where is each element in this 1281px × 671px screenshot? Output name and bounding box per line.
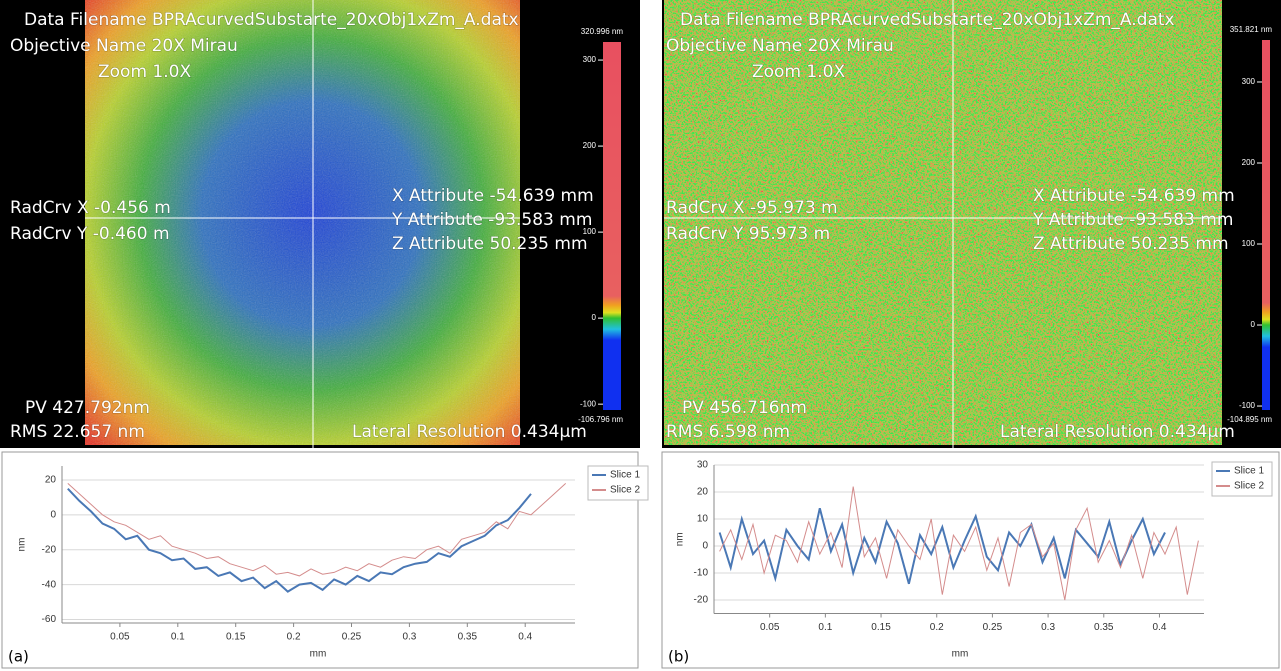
x-axis-label: mm xyxy=(310,649,327,660)
colorbar-tick-label: 300 xyxy=(1242,77,1256,86)
colorbar-min: -104.895 nm xyxy=(1227,415,1272,424)
x-tick-label: 0.25 xyxy=(342,632,362,643)
map-annotation: Y Attribute -93.583 mm xyxy=(391,210,592,230)
colorbar-max: 351.821 nm xyxy=(1230,25,1273,34)
x-tick-label: 0.05 xyxy=(760,622,780,633)
panel-label: (a) xyxy=(8,648,29,666)
x-tick-label: 0.3 xyxy=(402,632,416,643)
colorbar-tick-label: -100 xyxy=(580,399,597,408)
y-tick-label: -60 xyxy=(42,614,57,625)
legend-box xyxy=(1211,461,1273,497)
colorbar-tick-label: 300 xyxy=(583,55,597,64)
colorbar-tick-label: 100 xyxy=(1242,239,1256,248)
map-annotation: RadCrv Y -0.460 m xyxy=(10,224,170,244)
y-tick-label: 20 xyxy=(697,487,709,498)
legend-label: Slice 2 xyxy=(1234,481,1264,492)
colorbar xyxy=(603,42,621,410)
y-tick-label: -10 xyxy=(694,568,709,579)
legend-label: Slice 1 xyxy=(1234,466,1264,477)
x-tick-label: 0.3 xyxy=(1041,622,1055,633)
x-tick-label: 0.4 xyxy=(518,632,532,643)
map-annotation: PV 456.716nm xyxy=(682,398,807,418)
legend-label: Slice 1 xyxy=(610,470,640,481)
map-annotation: Z Attribute 50.235 mm xyxy=(1033,234,1229,254)
map-annotation: Objective Name 20X Mirau xyxy=(10,36,238,56)
map-annotation: Data Filename BPRAcurvedSubstarte_20xObj… xyxy=(24,10,519,30)
profile-frame xyxy=(1,451,639,669)
map-annotation: RadCrv X -95.973 m xyxy=(666,198,838,218)
y-tick-label: 10 xyxy=(697,514,709,525)
profile-line xyxy=(67,488,532,593)
panel-label: (b) xyxy=(668,648,689,666)
map-annotation: RMS 6.598 nm xyxy=(666,422,790,442)
map-annotation: Z Attribute 50.235 mm xyxy=(392,234,588,254)
colorbar-max: 320.996 nm xyxy=(581,27,624,36)
x-tick-label: 0.05 xyxy=(110,632,130,643)
profile-line xyxy=(718,507,1166,585)
x-tick-label: 0.2 xyxy=(287,632,301,643)
y-tick-label: 30 xyxy=(697,460,709,471)
y-tick-label: 20 xyxy=(45,475,57,486)
colorbar-tick-label: 100 xyxy=(583,227,597,236)
colorbar-min: -106.796 nm xyxy=(578,415,623,424)
x-tick-label: 0.25 xyxy=(983,622,1003,633)
colorbar-tick-label: 0 xyxy=(1251,320,1256,329)
map-annotation: X Attribute -54.639 mm xyxy=(1033,186,1235,206)
colorbar xyxy=(1262,40,1270,410)
profile-line xyxy=(67,483,567,577)
map-annotation: RMS 22.657 nm xyxy=(10,422,145,442)
y-tick-label: -40 xyxy=(42,579,57,590)
map-annotation: Zoom 1.0X xyxy=(752,62,845,82)
map-annotation: Y Attribute -93.583 mm xyxy=(1032,210,1233,230)
x-tick-label: 0.1 xyxy=(818,622,832,633)
map-annotation: Lateral Resolution 0.434µm xyxy=(352,422,587,442)
y-axis-label: nm xyxy=(675,532,686,546)
map-annotation: Zoom 1.0X xyxy=(98,62,191,82)
map-noise xyxy=(85,0,520,445)
map-annotation: RadCrv Y 95.973 m xyxy=(666,224,830,244)
map-annotation: X Attribute -54.639 mm xyxy=(392,186,594,206)
x-tick-label: 0.35 xyxy=(458,632,478,643)
profile-line xyxy=(719,486,1199,601)
x-tick-label: 0.15 xyxy=(871,622,891,633)
y-tick-label: 0 xyxy=(702,541,708,552)
map-noise xyxy=(664,0,1222,445)
x-tick-label: 0.4 xyxy=(1153,622,1167,633)
colorbar-tick-label: 200 xyxy=(1242,158,1256,167)
x-axis-label: mm xyxy=(952,649,969,660)
colorbar-tick-label: 0 xyxy=(592,313,597,322)
colorbar-tick-label: -100 xyxy=(1239,401,1256,410)
colorbar-tick-label: 200 xyxy=(583,141,597,150)
map-annotation: RadCrv X -0.456 m xyxy=(10,198,171,218)
map-annotation: Data Filename BPRAcurvedSubstarte_20xObj… xyxy=(680,10,1175,30)
legend-label: Slice 2 xyxy=(610,485,640,496)
y-tick-label: 0 xyxy=(50,509,56,520)
map-annotation: Objective Name 20X Mirau xyxy=(666,36,894,56)
y-tick-label: -20 xyxy=(694,595,709,606)
x-tick-label: 0.35 xyxy=(1094,622,1114,633)
y-tick-label: -20 xyxy=(42,544,57,555)
legend-box xyxy=(587,465,649,501)
profile-frame xyxy=(661,451,1280,669)
map-annotation: PV 427.792nm xyxy=(25,398,150,418)
x-tick-label: 0.2 xyxy=(930,622,944,633)
map-annotation: Lateral Resolution 0.434µm xyxy=(1000,422,1235,442)
y-axis-label: nm xyxy=(17,538,28,552)
x-tick-label: 0.1 xyxy=(171,632,185,643)
x-tick-label: 0.15 xyxy=(226,632,246,643)
